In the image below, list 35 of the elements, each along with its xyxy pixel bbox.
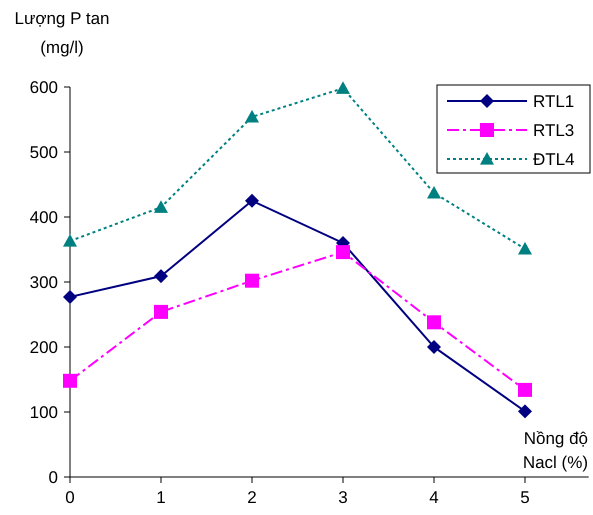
point [336, 81, 350, 94]
point [518, 242, 532, 254]
y-tick-label: 500 [30, 142, 58, 162]
point [518, 404, 532, 418]
point [154, 304, 168, 319]
y-tick-label: 400 [30, 208, 58, 227]
y-tick-label: 0 [48, 468, 58, 487]
x-tick-label: 2 [247, 488, 257, 507]
point [63, 234, 77, 247]
legend-label: RTL1 [533, 92, 574, 111]
point [518, 382, 532, 397]
legend-label: RTL3 [533, 120, 574, 140]
point [427, 340, 441, 354]
point [245, 110, 259, 122]
y-axis-title: Lượng P tan (mg/l) [14, 9, 110, 57]
y-tick-label: 200 [30, 338, 58, 357]
legend-label: ĐTL4 [533, 150, 575, 169]
y-tick-label: 100 [30, 402, 58, 422]
point [245, 194, 259, 208]
x-axis-title: Nồng độ Nacl (%) [522, 429, 588, 472]
x-tick-label: 5 [520, 488, 530, 507]
x-tick-label: 1 [156, 488, 166, 507]
y-tick-label: 600 [30, 78, 58, 97]
y-tick-label: 300 [30, 272, 58, 292]
point [427, 315, 441, 330]
point [154, 269, 168, 284]
point [427, 186, 441, 199]
x-tick-label: 4 [429, 488, 439, 507]
point [336, 245, 350, 260]
point [63, 374, 77, 388]
point [245, 274, 259, 288]
x-tick-label: 3 [338, 488, 348, 507]
point [63, 290, 77, 304]
x-tick-label: 0 [65, 488, 75, 507]
point [154, 200, 168, 213]
